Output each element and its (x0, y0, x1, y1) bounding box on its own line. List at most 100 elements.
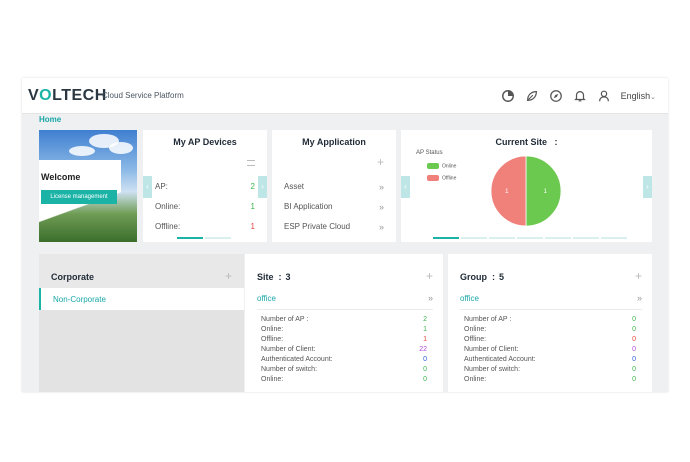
chevron-right-icon[interactable]: › (643, 176, 652, 198)
stat-label: Online: (464, 376, 487, 383)
platform-name: Cloud Service Platform (102, 91, 184, 100)
app-item-esp[interactable]: ESP Private Cloud » (284, 222, 384, 232)
chevron-left-icon[interactable]: ‹ (143, 176, 152, 198)
double-chevron-right-icon[interactable]: » (636, 293, 642, 303)
legend-label: Offline (442, 175, 457, 182)
ap-count-label: AP: (155, 182, 168, 191)
stat-row: Number of Client: 22 (261, 346, 427, 353)
chevron-down-icon: ⌄ (650, 94, 656, 101)
pie-slice-label: 1 (505, 189, 509, 195)
leaf-icon[interactable] (525, 89, 539, 103)
current-site-separator: : (554, 137, 558, 147)
logo[interactable]: VOLTECH (28, 87, 107, 105)
double-chevron-right-icon[interactable]: » (427, 293, 433, 303)
user-icon[interactable] (597, 89, 611, 103)
stat-row: Number of AP : 0 (464, 316, 636, 323)
double-chevron-right-icon: » (378, 222, 384, 232)
site-name-link[interactable]: office (257, 294, 276, 303)
carousel-dot[interactable] (177, 237, 203, 239)
site-stats-title: Site :3 (257, 272, 291, 282)
compass-icon[interactable] (549, 89, 563, 103)
ap-online-label: Online: (155, 202, 181, 211)
stat-row: Number of switch: 0 (464, 366, 636, 373)
site-stats-card: Site :3 + office » Number of AP : 2 Online… (245, 254, 443, 392)
carousel-dot[interactable] (205, 237, 231, 239)
stat-label: Number of switch: (464, 366, 521, 373)
stat-value: 0 (632, 326, 636, 333)
add-corporate-icon[interactable]: + (224, 269, 232, 283)
stat-value: 1 (423, 326, 427, 333)
ap-count-value: 2 (250, 182, 255, 191)
ap-offline-value: 1 (250, 222, 255, 231)
ap-count-row: AP: 2 (155, 182, 255, 191)
carousel-dot[interactable] (489, 237, 515, 239)
chart-title: AP Status (416, 150, 443, 156)
stat-value: 2 (423, 316, 427, 323)
application-title: My Application (302, 137, 366, 147)
welcome-card: Welcome License management (39, 130, 137, 242)
carousel-dot[interactable] (433, 237, 459, 239)
corporate-item-non-corporate[interactable]: Non-Corporate (39, 288, 244, 310)
corporate-title: Corporate (51, 272, 95, 282)
add-application-icon[interactable]: + (376, 155, 384, 169)
current-site-card: Current Site : ‹ › AP Status Online Offl… (401, 130, 652, 242)
stat-label: Number of AP : (261, 316, 309, 323)
divider (460, 309, 642, 310)
stat-label: Number of switch: (261, 366, 318, 373)
pie-slice-online[interactable] (525, 155, 562, 227)
stat-value: 0 (423, 356, 427, 363)
app-item-asset[interactable]: Asset » (284, 182, 384, 192)
carousel-dot[interactable] (461, 237, 487, 239)
logo-text-1: V (28, 87, 40, 104)
stat-row: Number of Client: 0 (464, 346, 636, 353)
ap-offline-row: Offline: 1 (155, 222, 255, 231)
stat-row: Authenticated Account: 0 (261, 356, 427, 363)
app-item-label: BI Application (284, 202, 333, 211)
pie-chart-icon[interactable] (501, 89, 515, 103)
carousel-dot[interactable] (601, 237, 627, 239)
ap-online-value: 1 (250, 202, 255, 211)
pie-slice-offline[interactable] (490, 155, 527, 227)
carousel-dot[interactable] (517, 237, 543, 239)
ap-online-row: Online: 1 (155, 202, 255, 211)
stat-value: 0 (632, 346, 636, 353)
carousel-dot[interactable] (573, 237, 599, 239)
stat-value: 0 (632, 376, 636, 383)
stat-label: Number of Client: (261, 346, 316, 353)
license-management-button[interactable]: License management (41, 190, 117, 204)
stat-label: Offline: (261, 336, 284, 343)
stat-value: 0 (423, 376, 427, 383)
legend-offline: Offline (427, 175, 456, 181)
list-icon[interactable] (247, 160, 255, 166)
stat-label: Online: (261, 376, 284, 383)
group-count: 5 (499, 272, 505, 282)
pie-slice-label: 1 (544, 189, 548, 195)
chevron-left-icon[interactable]: ‹ (401, 176, 410, 198)
stat-label: Online: (261, 326, 284, 333)
ap-status-pie-chart: 11 (490, 155, 562, 227)
language-select[interactable]: English⌄ (621, 91, 656, 101)
stat-value: 0 (632, 316, 636, 323)
carousel-dot[interactable] (545, 237, 571, 239)
stat-value: 0 (632, 366, 636, 373)
stat-label: Number of Client: (464, 346, 519, 353)
stat-label: Online: (464, 326, 487, 333)
app-frame: VOLTECH Cloud Service Platform English⌄ … (22, 78, 668, 392)
stat-value: 1 (423, 336, 427, 343)
app-item-bi[interactable]: BI Application » (284, 202, 384, 212)
add-group-icon[interactable]: + (634, 269, 642, 283)
stat-row: Number of switch: 0 (261, 366, 427, 373)
group-title-text: Group (460, 272, 487, 282)
application-card: My Application + Asset» BI Application» … (272, 130, 396, 242)
bell-icon[interactable] (573, 89, 587, 103)
add-site-icon[interactable]: + (425, 269, 433, 283)
ap-devices-title: My AP Devices (173, 137, 237, 147)
stat-value: 0 (632, 356, 636, 363)
site-separator: : (278, 272, 282, 282)
chevron-right-icon[interactable]: › (258, 176, 267, 198)
breadcrumb[interactable]: Home (39, 115, 62, 124)
stat-value: 0 (632, 336, 636, 343)
group-name-link[interactable]: office (460, 294, 479, 303)
logo-text-2: O (39, 87, 53, 104)
app-item-label: ESP Private Cloud (284, 222, 351, 231)
